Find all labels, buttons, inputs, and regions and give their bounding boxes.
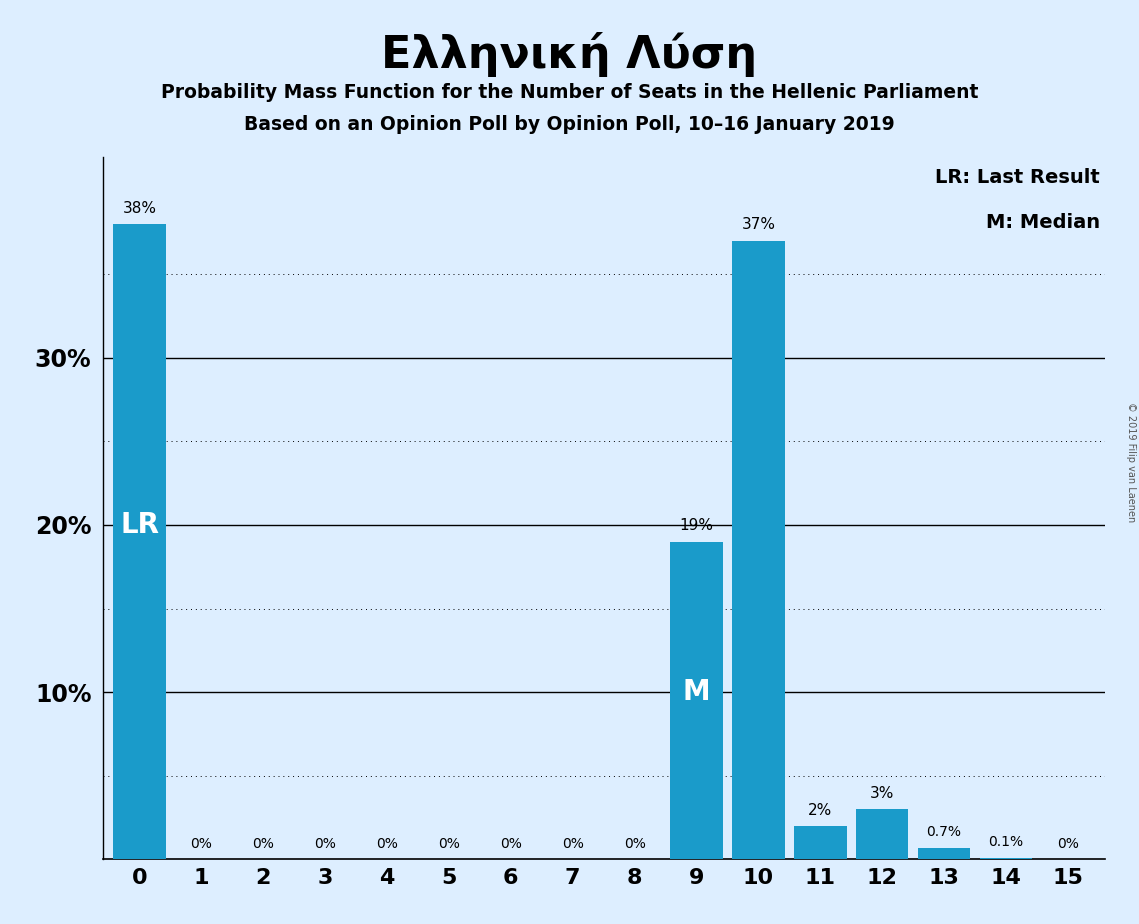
Text: Probability Mass Function for the Number of Seats in the Hellenic Parliament: Probability Mass Function for the Number… <box>161 83 978 103</box>
Text: 0%: 0% <box>314 837 336 851</box>
Text: 0%: 0% <box>1057 837 1079 851</box>
Text: 37%: 37% <box>741 217 776 232</box>
Text: 0%: 0% <box>376 837 398 851</box>
Text: 0.1%: 0.1% <box>989 835 1024 849</box>
Text: 3%: 3% <box>870 785 894 801</box>
Text: Ελληνική Λύση: Ελληνική Λύση <box>382 32 757 78</box>
Text: 0%: 0% <box>500 837 522 851</box>
Text: 0%: 0% <box>190 837 213 851</box>
Bar <box>918 847 970 859</box>
Text: 0%: 0% <box>439 837 460 851</box>
Bar <box>855 809 909 859</box>
Bar <box>794 826 846 859</box>
Bar <box>670 541 723 859</box>
Text: M: Median: M: Median <box>985 213 1100 232</box>
Text: Based on an Opinion Poll by Opinion Poll, 10–16 January 2019: Based on an Opinion Poll by Opinion Poll… <box>244 116 895 135</box>
Text: LR: LR <box>120 511 159 539</box>
Text: 38%: 38% <box>123 201 157 215</box>
Bar <box>980 857 1032 859</box>
Text: M: M <box>682 678 711 706</box>
Text: 2%: 2% <box>808 803 833 818</box>
Text: 0%: 0% <box>562 837 583 851</box>
Text: 0%: 0% <box>624 837 646 851</box>
Text: 0.7%: 0.7% <box>926 825 961 839</box>
Text: 0%: 0% <box>253 837 274 851</box>
Text: LR: Last Result: LR: Last Result <box>935 167 1100 187</box>
Bar <box>732 240 785 859</box>
Text: 19%: 19% <box>680 518 713 533</box>
Text: © 2019 Filip van Laenen: © 2019 Filip van Laenen <box>1126 402 1136 522</box>
Bar <box>114 224 166 859</box>
